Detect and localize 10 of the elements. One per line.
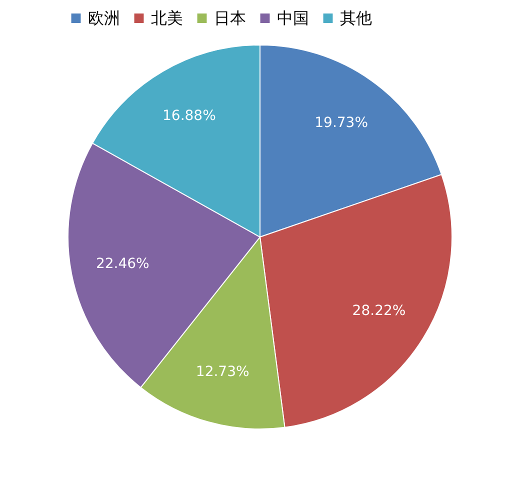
data-label: 12.73% [196,364,250,380]
legend-label: 欧洲 [88,8,120,28]
legend-label: 中国 [277,8,309,28]
legend-label: 其他 [340,8,372,28]
data-label: 16.88% [162,108,216,124]
legend-label: 北美 [151,8,183,28]
data-label: 19.73% [314,115,368,132]
legend-label: 日本 [214,8,246,28]
data-label: 22.46% [96,256,150,272]
data-label: 28.22% [352,302,406,319]
